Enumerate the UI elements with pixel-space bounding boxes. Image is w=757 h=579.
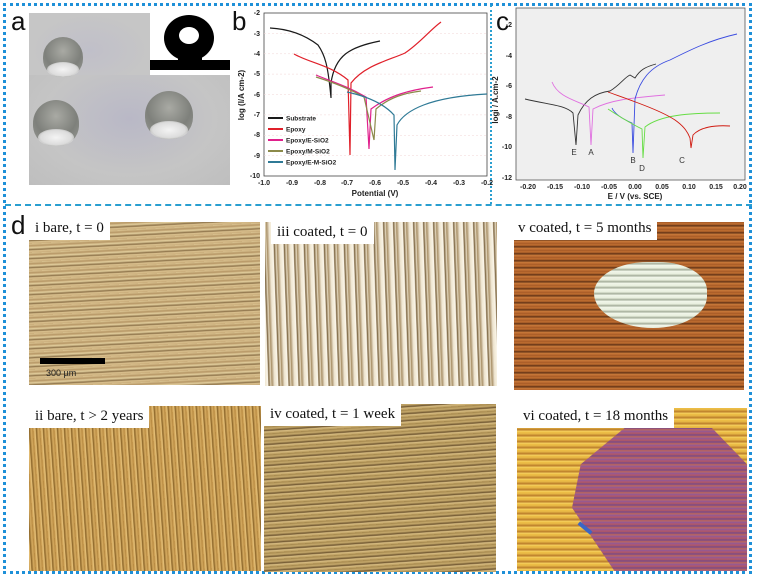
svg-text:-0.9: -0.9 [286,180,298,187]
svg-text:-0.8: -0.8 [314,180,326,187]
svg-text:Substrate: Substrate [286,116,316,123]
water-droplet [43,37,83,77]
svg-text:-0.2: -0.2 [481,180,493,187]
svg-text:-8: -8 [506,114,512,121]
svg-text:log (I/A cm-2): log (I/A cm-2) [237,69,246,120]
svg-text:E: E [571,148,576,157]
micrograph-iv-coated-1week [264,404,496,572]
tafel-plot-b: -2 -3 -4 -5 -6 -7 -8 -9 -10 -1.0 -0.9 -0… [230,5,493,205]
panel-b-c-divider [490,5,492,204]
svg-text:Epoxy: Epoxy [286,127,306,134]
svg-text:Epoxy/E-M-SiO2: Epoxy/E-M-SiO2 [286,160,337,167]
tafel-plot-c: -2 -4 -6 -8 -10 -12 -0.20 -0.15 -0.10 -0… [490,5,755,205]
svg-text:-6: -6 [506,83,512,90]
delamination-spot [594,262,707,328]
micrograph-ii-bare-2years [29,406,261,571]
panel-label-d: d [11,210,26,240]
svg-text:-0.10: -0.10 [574,184,590,191]
svg-text:-0.4: -0.4 [425,180,437,187]
svg-text:C: C [679,156,685,165]
svg-text:E / V (vs. SCE): E / V (vs. SCE) [608,192,663,201]
svg-text:-0.5: -0.5 [397,180,409,187]
caption-ii: ii bare, t > 2 years [29,406,150,429]
svg-text:0.00: 0.00 [628,184,642,191]
scale-bar [40,358,105,364]
panel-label-b: b [232,6,247,36]
svg-text:B: B [630,156,635,165]
svg-text:-2: -2 [506,22,512,29]
panel-label-a: a [11,6,26,36]
svg-text:Epoxy/E-SiO2: Epoxy/E-SiO2 [286,138,329,145]
svg-text:-7: -7 [254,112,260,119]
svg-text:D: D [639,164,645,173]
micrograph-v-coated-5months [514,222,744,390]
figure-border [3,3,752,574]
svg-text:A: A [588,148,594,157]
svg-text:-10: -10 [250,173,260,180]
caption-iii: iii coated, t = 0 [271,222,374,245]
chart-b-legend: Substrate Epoxy Epoxy/E-SiO2 Epoxy/M-SiO… [268,116,337,167]
svg-text:0.15: 0.15 [709,184,723,191]
svg-text:-10: -10 [502,144,512,151]
caption-iv: iv coated, t = 1 week [264,404,402,427]
droplet-photo-upper [29,13,150,77]
row-divider [5,204,752,206]
svg-text:logi / A.cm-2: logi / A.cm-2 [491,76,500,124]
micrograph-iii-coated-t0 [265,222,497,386]
micrograph-i-bare-t0 [29,222,260,385]
panel-label-c: c [496,6,509,36]
svg-text:-0.3: -0.3 [453,180,465,187]
svg-text:-12: -12 [502,175,512,182]
scale-bar-label: 300 µm [46,368,77,378]
corrosion-region [572,428,747,571]
svg-text:-8: -8 [254,132,260,139]
svg-text:Potential (V): Potential (V) [352,189,399,198]
caption-vi: vi coated, t = 18 months [517,406,675,429]
svg-text:0.10: 0.10 [682,184,696,191]
caption-i: i bare, t = 0 [29,218,110,241]
svg-text:-4: -4 [254,51,260,58]
svg-text:-6: -6 [254,92,260,99]
svg-text:-3: -3 [254,31,260,38]
svg-text:-0.7: -0.7 [341,180,353,187]
contact-angle-inset [150,13,230,75]
svg-text:-0.15: -0.15 [547,184,563,191]
svg-text:-0.6: -0.6 [369,180,381,187]
water-droplet [145,91,193,139]
svg-text:Epoxy/M-SiO2: Epoxy/M-SiO2 [286,149,330,156]
svg-text:-9: -9 [254,153,260,160]
svg-text:0.20: 0.20 [733,184,747,191]
caption-v: v coated, t = 5 months [512,218,658,241]
svg-text:-0.05: -0.05 [601,184,617,191]
droplet-photo-lower [29,75,230,185]
svg-text:-4: -4 [506,53,512,60]
svg-text:-2: -2 [254,10,260,17]
svg-text:-1.0: -1.0 [258,180,270,187]
micrograph-vi-coated-18months [517,408,747,571]
svg-text:-5: -5 [254,71,260,78]
water-droplet [33,100,79,146]
svg-text:0.05: 0.05 [655,184,669,191]
svg-text:-0.20: -0.20 [520,184,536,191]
